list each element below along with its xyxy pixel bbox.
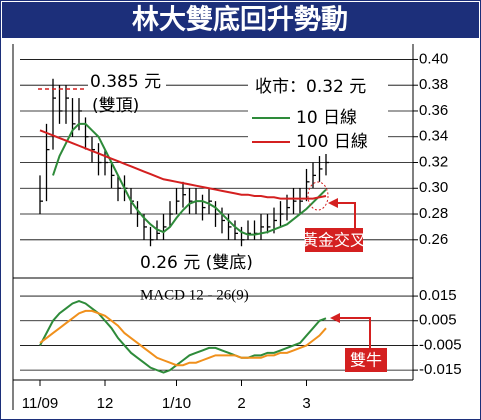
legend-label: 100 日線 <box>296 132 368 152</box>
legend: 10 日線 100 日線 <box>252 108 368 152</box>
arrowhead <box>328 198 338 208</box>
macd-label: MACD 12 - 26(9) <box>140 287 249 303</box>
label-bg <box>136 252 276 274</box>
y-tick-label: 0.40 <box>419 50 448 67</box>
y-tick-label: 0.36 <box>419 102 448 119</box>
arrow <box>336 202 356 228</box>
annotation: (雙頂) <box>92 96 139 116</box>
x-tick-label: 2 <box>237 395 245 412</box>
line <box>39 299 327 374</box>
callout-box <box>345 348 387 372</box>
y-tick-label: 0.28 <box>419 205 448 222</box>
cross-circle <box>307 181 329 211</box>
y-tick-label: 0.38 <box>419 76 448 93</box>
x-tick-label: 1/10 <box>162 395 191 412</box>
callout: 雙牛 <box>350 351 382 370</box>
y-tick-label: 0.005 <box>419 312 457 329</box>
y-tick-label: -0.015 <box>419 361 462 378</box>
annotation: 0.26 元 (雙底) <box>140 253 253 273</box>
line <box>39 309 327 367</box>
y-tick-label: 0.015 <box>419 287 457 304</box>
x-tick-label: 12 <box>97 395 114 412</box>
callout: 黃金交叉 <box>302 231 366 250</box>
chart-title: 林大雙底回升勢動 <box>132 4 348 36</box>
y-tick-label: -0.005 <box>419 336 462 353</box>
arrow <box>338 317 371 348</box>
label-bg <box>88 72 166 92</box>
y-tick-label: 0.34 <box>419 128 448 145</box>
title-bar <box>2 2 479 38</box>
legend-label: 10 日線 <box>296 108 357 128</box>
legend-bg <box>248 74 388 154</box>
line <box>39 129 327 200</box>
annotation: 0.385 元 <box>90 72 161 92</box>
x-tick-label: 11/09 <box>22 395 58 412</box>
y-tick-label: 0.30 <box>419 179 448 196</box>
x-tick-label: 3 <box>302 395 310 412</box>
line <box>52 122 327 236</box>
annotation: 收市：0.32 元 <box>255 77 366 97</box>
callout-box <box>305 228 363 252</box>
y-tick-label: 0.26 <box>419 231 448 248</box>
arrowhead <box>330 313 340 323</box>
y-tick-label: 0.32 <box>419 153 448 170</box>
